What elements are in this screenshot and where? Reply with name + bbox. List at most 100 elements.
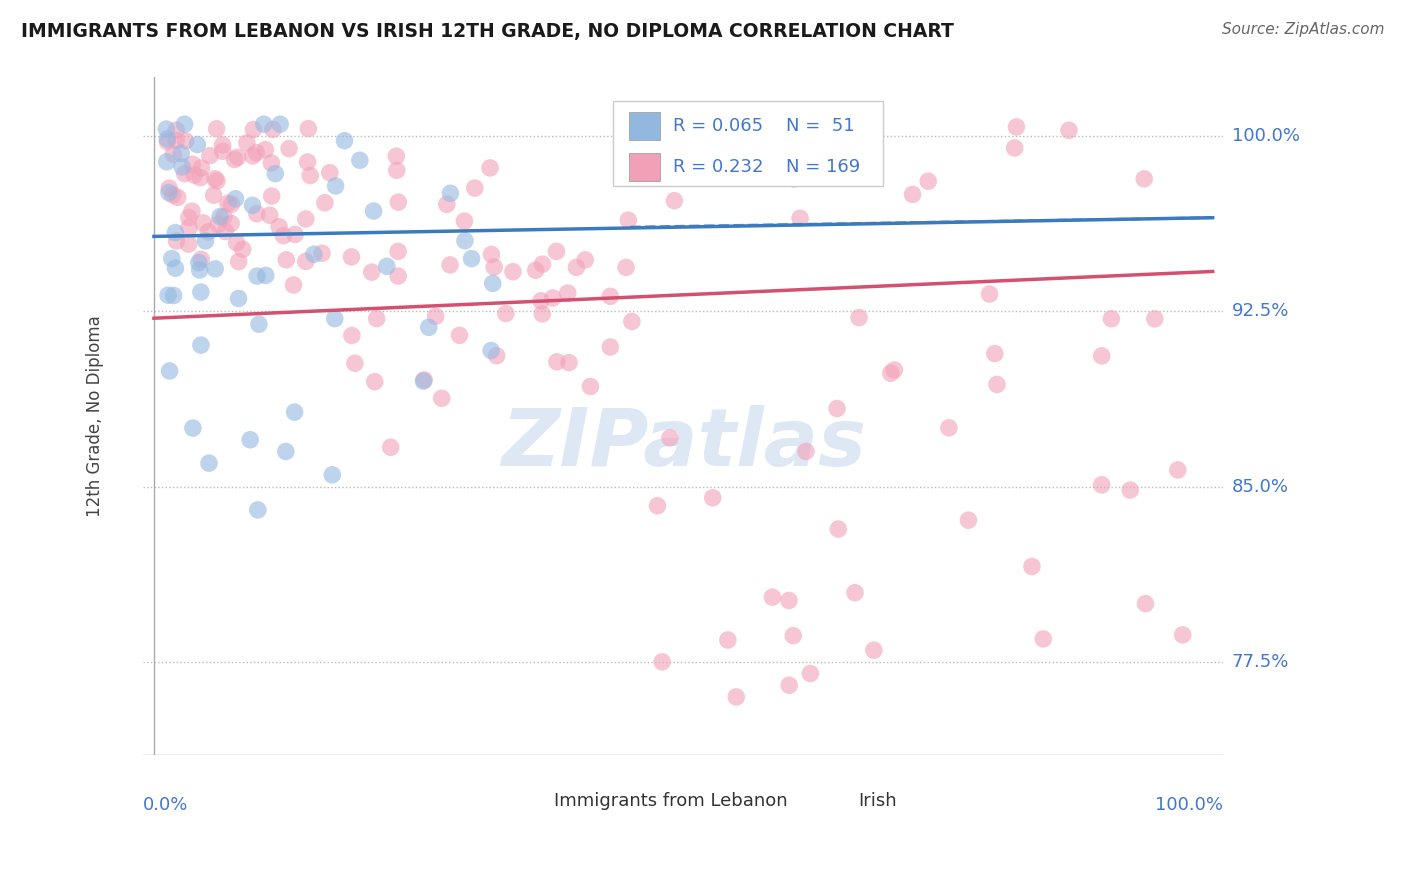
Point [181, 204, 204, 219]
Point [157, 288, 180, 302]
Point [232, 242, 254, 256]
Point [242, 149, 264, 163]
Text: 0.0%: 0.0% [143, 796, 188, 814]
Point [485, 349, 508, 363]
Point [479, 343, 502, 358]
Text: Source: ZipAtlas.com: Source: ZipAtlas.com [1222, 22, 1385, 37]
Point [439, 186, 461, 201]
Point [239, 433, 262, 447]
Point [986, 377, 1008, 392]
Point [187, 255, 209, 269]
Point [343, 356, 366, 370]
Bar [630, 112, 659, 140]
Point [413, 373, 436, 387]
Point [387, 244, 409, 259]
Point [162, 147, 184, 161]
Point [211, 138, 233, 153]
Point [273, 228, 295, 243]
Point [276, 252, 298, 267]
Point [579, 379, 602, 393]
Point [453, 214, 475, 228]
Point [481, 247, 503, 261]
Point [647, 499, 669, 513]
Point [364, 375, 387, 389]
Point [479, 161, 502, 175]
Point [205, 174, 228, 188]
Point [425, 310, 447, 324]
Point [205, 121, 228, 136]
Point [599, 340, 621, 354]
Point [541, 291, 564, 305]
Point [284, 227, 307, 242]
Point [225, 235, 247, 250]
Point [1057, 123, 1080, 137]
Point [495, 306, 517, 320]
Text: R = 0.232: R = 0.232 [672, 158, 763, 176]
Point [778, 593, 800, 607]
Text: N =  51: N = 51 [786, 117, 855, 136]
Text: 85.0%: 85.0% [1232, 477, 1289, 496]
Point [375, 260, 398, 274]
Point [460, 252, 482, 266]
Point [481, 277, 503, 291]
Point [253, 117, 276, 131]
Text: 92.5%: 92.5% [1232, 302, 1289, 320]
Point [246, 207, 269, 221]
Point [207, 217, 229, 231]
Point [295, 211, 318, 226]
Point [333, 134, 356, 148]
Point [825, 401, 848, 416]
Point [789, 211, 811, 226]
Point [177, 211, 200, 225]
Point [260, 189, 283, 203]
Point [901, 187, 924, 202]
Point [160, 252, 183, 266]
Point [284, 405, 307, 419]
Text: 12th Grade, No Diploma: 12th Grade, No Diploma [86, 316, 104, 517]
Point [984, 346, 1007, 360]
Point [599, 289, 621, 303]
FancyBboxPatch shape [613, 101, 883, 186]
Point [863, 643, 886, 657]
Point [848, 310, 870, 325]
Point [340, 328, 363, 343]
Text: ZIPatlas: ZIPatlas [501, 404, 866, 483]
Point [188, 170, 211, 185]
Point [173, 117, 195, 131]
Point [645, 131, 668, 145]
Point [1099, 311, 1122, 326]
Point [778, 678, 800, 692]
Point [221, 197, 243, 211]
Bar [516, 789, 546, 816]
Point [228, 254, 250, 268]
Point [190, 338, 212, 352]
Text: 77.5%: 77.5% [1232, 653, 1289, 671]
Point [274, 444, 297, 458]
Point [794, 444, 817, 458]
Point [565, 260, 588, 275]
Point [380, 440, 402, 454]
Point [1005, 120, 1028, 134]
Point [325, 178, 347, 193]
Point [502, 265, 524, 279]
Point [260, 156, 283, 170]
Point [1021, 559, 1043, 574]
Point [557, 286, 579, 301]
Point [311, 246, 333, 260]
Point [366, 311, 388, 326]
Point [208, 210, 231, 224]
Point [297, 155, 319, 169]
Point [236, 136, 259, 150]
Point [349, 153, 371, 168]
Point [524, 263, 547, 277]
Point [1091, 349, 1114, 363]
Point [321, 467, 343, 482]
Point [190, 285, 212, 299]
Point [827, 522, 849, 536]
Point [436, 197, 458, 211]
Point [181, 421, 204, 435]
Point [173, 167, 195, 181]
Point [880, 366, 903, 380]
Point [269, 117, 291, 131]
Text: 100.0%: 100.0% [1156, 796, 1223, 814]
